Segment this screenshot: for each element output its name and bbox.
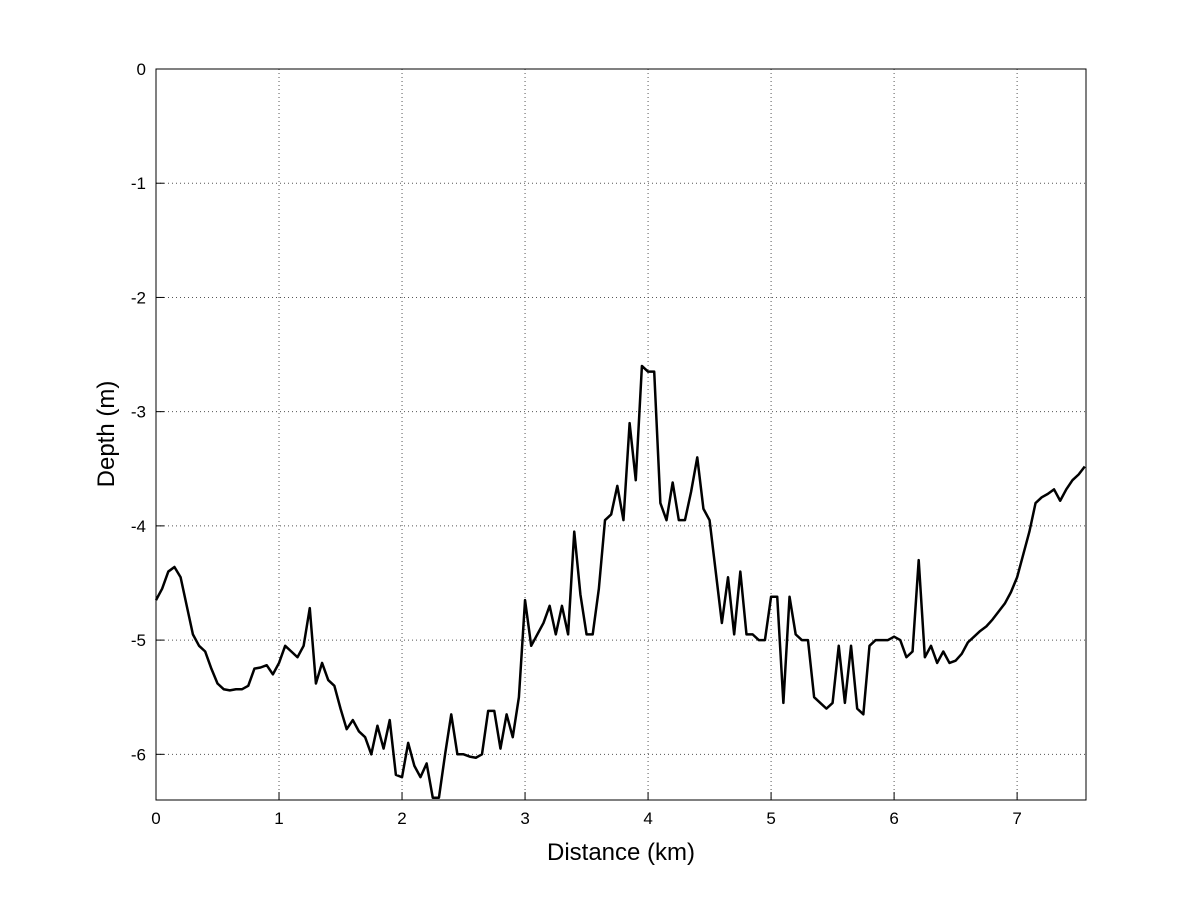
x-tick-label: 1: [274, 809, 283, 828]
x-tick-label: 7: [1012, 809, 1021, 828]
x-tick-label: 0: [151, 809, 160, 828]
y-tick-label: -1: [131, 174, 146, 193]
y-tick-label: -5: [131, 631, 146, 650]
x-tick-label: 2: [397, 809, 406, 828]
y-tick-label: 0: [137, 60, 146, 79]
x-axis-label: Distance (km): [547, 839, 695, 866]
plot-frame: [155, 68, 1087, 801]
depth-line: [154, 364, 1086, 799]
y-tick-label: -2: [131, 288, 146, 307]
y-tick-label: -3: [131, 403, 146, 422]
y-tick-label: -6: [131, 745, 146, 764]
y-axis-label: Depth (m): [93, 381, 120, 488]
y-tick-label: -4: [131, 517, 146, 536]
x-tick-label: 5: [766, 809, 775, 828]
x-tick-label: 6: [889, 809, 898, 828]
x-tick-label: 4: [643, 809, 652, 828]
x-tick-label: 3: [520, 809, 529, 828]
